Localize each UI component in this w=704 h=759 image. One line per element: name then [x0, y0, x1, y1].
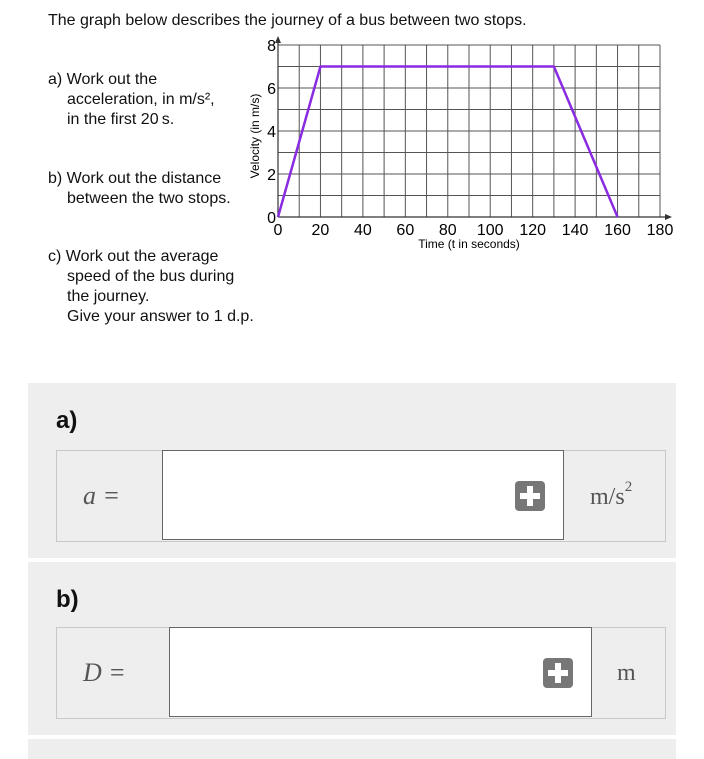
x-tick-label: 160: [604, 222, 631, 239]
variable-label: a =: [83, 481, 121, 510]
x-tick-label: 100: [477, 222, 504, 239]
unit-text: m/s: [590, 484, 625, 510]
y-axis-label: Velocity (in m/s): [248, 94, 262, 179]
plus-icon[interactable]: [515, 481, 545, 511]
part-a-text: a) Work out the acceleration, in m/s², i…: [48, 70, 215, 130]
text-line: a) Work out the: [48, 71, 158, 88]
y-tick-label: 4: [267, 124, 276, 141]
answer-row-b: D = m: [56, 627, 666, 719]
x-tick-label: 180: [647, 222, 674, 239]
part-c-text: c) Work out the average speed of the bus…: [48, 247, 254, 327]
answer-section-c: [28, 739, 676, 759]
text-line: Give your answer to 1 d.p.: [67, 308, 254, 325]
text-line: b) Work out the distance: [48, 170, 222, 187]
x-tick-label: 120: [519, 222, 546, 239]
x-tick-label: 20: [312, 222, 330, 239]
section-label: b): [56, 586, 79, 613]
question-intro: The graph below describes the journey of…: [48, 12, 527, 29]
unit-exponent: 2: [624, 479, 633, 495]
y-tick-label: 0: [267, 210, 276, 227]
text-line: speed of the bus during: [67, 268, 235, 285]
axes: [275, 36, 672, 220]
x-tick-label: 80: [439, 222, 457, 239]
y-tick-label: 8: [267, 38, 276, 55]
section-label: a): [56, 407, 78, 434]
text-line: acceleration, in m/s²,: [67, 91, 215, 108]
x-tick-label: 0: [274, 222, 283, 239]
x-tick-label: 60: [396, 222, 414, 239]
answer-section-b: b) D = m: [28, 562, 676, 735]
x-axis-label: Time (t in seconds): [418, 237, 520, 251]
x-axis-arrow: [665, 214, 672, 220]
text-line: c) Work out the average: [48, 248, 219, 265]
x-tick-label: 40: [354, 222, 372, 239]
answer-input-b[interactable]: [169, 627, 592, 717]
plus-icon[interactable]: [543, 658, 573, 688]
y-tick-label: 2: [267, 167, 276, 184]
text-line: the journey.: [67, 288, 150, 305]
tick-labels: 0 20 40 60 80 100 120 140 160 180 0 2 4 6 8: [267, 38, 673, 239]
text-line: between the two stops.: [67, 190, 231, 207]
unit-label: m: [617, 660, 636, 686]
variable-label: D =: [83, 658, 126, 687]
unit-label: m/s2: [590, 479, 632, 511]
answer-section-a: a) a = m/s2: [28, 383, 676, 558]
answer-input-a[interactable]: [162, 450, 564, 540]
velocity-time-graph: 0 20 40 60 80 100 120 140 160 180 0 2 4 6 8 Time (t in…: [248, 36, 673, 251]
part-b-text: b) Work out the distance between the two…: [48, 169, 231, 209]
y-axis-arrow: [275, 36, 281, 43]
grid: [278, 44, 661, 217]
text-line: in the first 20 s.: [67, 111, 175, 128]
y-tick-label: 6: [267, 81, 276, 98]
series-line: [276, 65, 619, 218]
answer-row-a: a = m/s2: [56, 450, 666, 542]
x-tick-label: 140: [562, 222, 589, 239]
